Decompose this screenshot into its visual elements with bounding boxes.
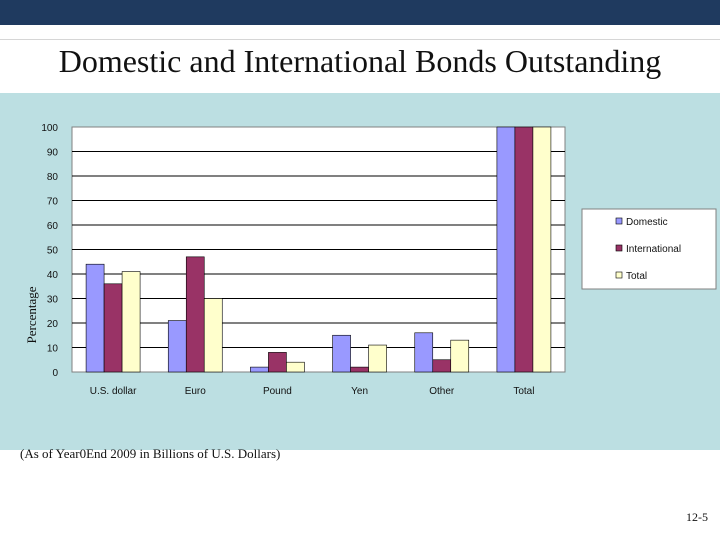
- legend-label: Domestic: [626, 217, 668, 228]
- y-tick-label: 70: [47, 197, 59, 208]
- legend-swatch: [615, 244, 623, 252]
- x-tick-label: Yen: [351, 386, 368, 397]
- bar: [167, 320, 187, 373]
- x-tick-label: U.S. dollar: [90, 386, 137, 397]
- legend-swatch: [615, 271, 623, 279]
- bar: [185, 256, 205, 373]
- y-tick-label: 0: [52, 368, 58, 379]
- y-tick-label: 20: [47, 319, 59, 330]
- y-tick-label: 60: [47, 221, 59, 232]
- chart-caption: (As of Year0End 2009 in Billions of U.S.…: [20, 446, 281, 461]
- y-tick-label: 100: [41, 123, 58, 134]
- slide-top-band: [0, 25, 720, 40]
- x-tick-label: Other: [429, 386, 455, 397]
- bar: [203, 298, 223, 373]
- bar: [532, 126, 552, 373]
- bar: [350, 366, 369, 373]
- legend-box: [581, 208, 717, 290]
- y-tick-label: 50: [47, 246, 59, 257]
- page-number: 12-5: [686, 510, 708, 524]
- bar: [286, 361, 305, 373]
- x-tick-label: Pound: [263, 386, 292, 397]
- slide-title: Domestic and International Bonds Outstan…: [58, 43, 662, 79]
- bar: [368, 344, 387, 373]
- y-tick-label: 90: [47, 148, 59, 159]
- x-tick-label: Euro: [185, 386, 207, 397]
- bar: [332, 334, 351, 373]
- y-axis-label: Percentage: [24, 286, 39, 343]
- y-tick-label: 80: [47, 172, 59, 183]
- bar: [103, 283, 123, 373]
- bar: [250, 366, 269, 373]
- bar: [450, 339, 470, 373]
- legend-label: Total: [626, 271, 647, 282]
- y-tick-label: 10: [47, 344, 59, 355]
- bar: [85, 263, 105, 373]
- bar: [414, 332, 434, 373]
- bar: [496, 126, 516, 373]
- x-tick-label: Total: [513, 386, 534, 397]
- bar: [514, 126, 534, 373]
- bar: [432, 359, 452, 373]
- legend-label: International: [626, 244, 681, 255]
- slide-top-bar: [0, 0, 720, 25]
- bar: [121, 271, 141, 373]
- bar: [268, 352, 287, 373]
- y-tick-label: 40: [47, 270, 59, 281]
- legend-swatch: [615, 217, 623, 225]
- bar-chart: 0 10 20 30 40 50 60 70 80 90 100 U.S. dollar Euro Po…: [24, 123, 717, 397]
- y-tick-label: 30: [47, 295, 59, 306]
